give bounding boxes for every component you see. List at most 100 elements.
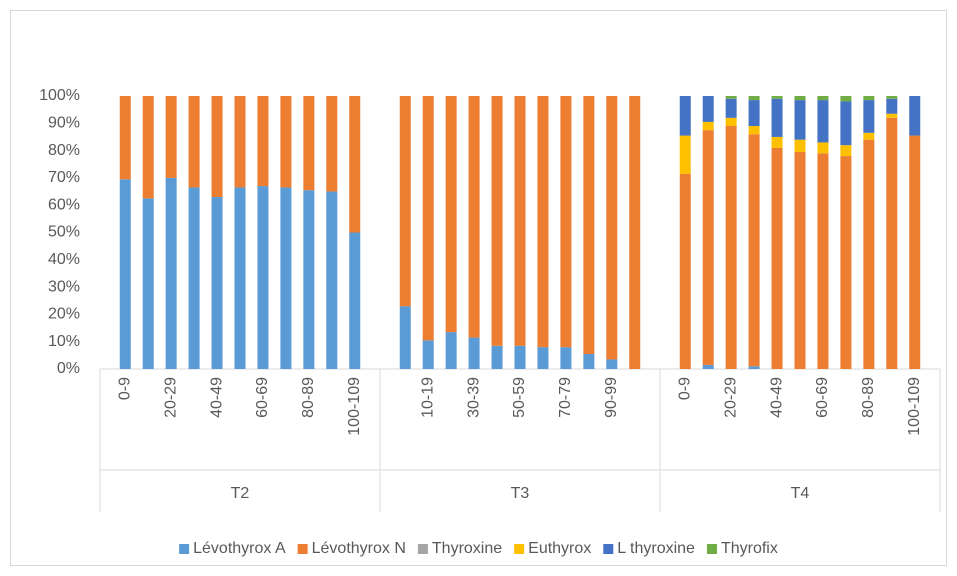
bar-segment [748,366,760,369]
bar-segment [725,126,737,369]
bar-segment [702,96,714,122]
bar-segment [234,96,246,188]
x-tick-label: 30-39 [465,377,482,418]
bar-segment [399,96,411,307]
bar-segment [445,96,457,333]
bar-segment [280,187,292,369]
x-tick-label: 0-9 [676,377,693,400]
legend-label: Thyrofix [721,540,778,557]
bar-segment [537,347,549,369]
y-tick-label: 70% [48,169,80,186]
y-tick-label: 30% [48,278,80,295]
bar-segment [560,347,572,369]
y-tick-label: 50% [48,224,80,241]
bar-segment [794,100,806,140]
group-label: T2 [231,485,250,502]
bar-segment [771,96,783,99]
bar-segment [326,96,338,192]
bar-segment [142,198,154,369]
bar-segment [886,98,898,114]
group-label: T4 [791,485,810,502]
bar-segment [119,179,131,369]
bar-segment [583,96,595,354]
legend-swatch [706,544,717,554]
bar-segment [514,96,526,346]
y-tick-label: 90% [48,115,80,132]
bar-segment [863,139,875,369]
bar-segment [349,232,361,369]
bar-segment [583,353,595,369]
x-tick-label: 80-89 [860,377,877,418]
bar-segment [771,136,783,148]
bar-segment [399,306,411,369]
y-tick-label: 20% [48,306,80,323]
x-tick-label: 60-69 [254,377,271,418]
bar-segment [702,130,714,365]
bar-segment [794,139,806,152]
legend-label: Euthyrox [528,540,591,557]
group-label: T3 [511,485,530,502]
bar-segment [817,96,829,101]
bar-segment [188,96,200,188]
bar-segment [445,332,457,369]
legend-swatch [297,544,308,554]
y-tick-label: 80% [48,142,80,159]
y-tick-label: 60% [48,196,80,213]
bar-segment [211,96,223,198]
bar-segment [840,96,852,102]
bar-segment [725,98,737,118]
bar-segment [771,147,783,369]
bar-segment [468,96,480,338]
bar-segment [165,96,177,178]
bar-segment [702,364,714,369]
bar-segment [349,96,361,233]
y-tick-label: 100% [39,87,80,104]
y-tick-label: 40% [48,251,80,268]
bar-segment [491,96,503,346]
bar-segment [863,132,875,140]
bar-segment [702,121,714,131]
x-tick-label: 20-29 [722,377,739,418]
bar-segment [748,96,760,101]
bar-segment [606,96,618,360]
bar-segment [817,100,829,143]
bar-segment [725,96,737,99]
bar-segment [817,153,829,369]
legend-swatch [603,544,614,554]
bar-segment [257,96,269,187]
x-tick-label: 40-49 [208,377,225,418]
x-tick-label: 60-69 [814,377,831,418]
bar-segment [326,191,338,369]
bar-segment [794,96,806,101]
bar-segment [725,117,737,127]
bar-segment [303,96,315,191]
bar-segment [303,190,315,369]
legend-label: L thyroxine [617,540,695,557]
x-tick-label: 10-19 [419,377,436,418]
legend-label: Lévothyrox A [193,540,286,557]
bar-segment [211,197,223,369]
x-tick-label: 0-9 [116,377,133,400]
x-tick-label: 50-59 [511,377,528,418]
bar-segment [422,96,434,341]
bar-segment [840,145,852,157]
bar-segment [514,345,526,369]
bar-segment [422,340,434,369]
bar-segment [606,359,618,369]
bar-segment [280,96,292,188]
bar-segment [679,96,691,136]
bar-segment [491,345,503,369]
bar-segment [817,142,829,154]
bar-segment [748,126,760,135]
bar-segment [886,96,898,99]
bar-segment [257,186,269,369]
bar-segment [771,98,783,137]
bar-segment [909,96,921,136]
bar-segment [794,151,806,369]
bar-segment [188,187,200,369]
x-tick-label: 80-89 [300,377,317,418]
bar-segment [629,96,641,369]
bar-segment [886,113,898,118]
x-tick-label: 100-109 [906,377,923,436]
bar-segment [886,117,898,369]
